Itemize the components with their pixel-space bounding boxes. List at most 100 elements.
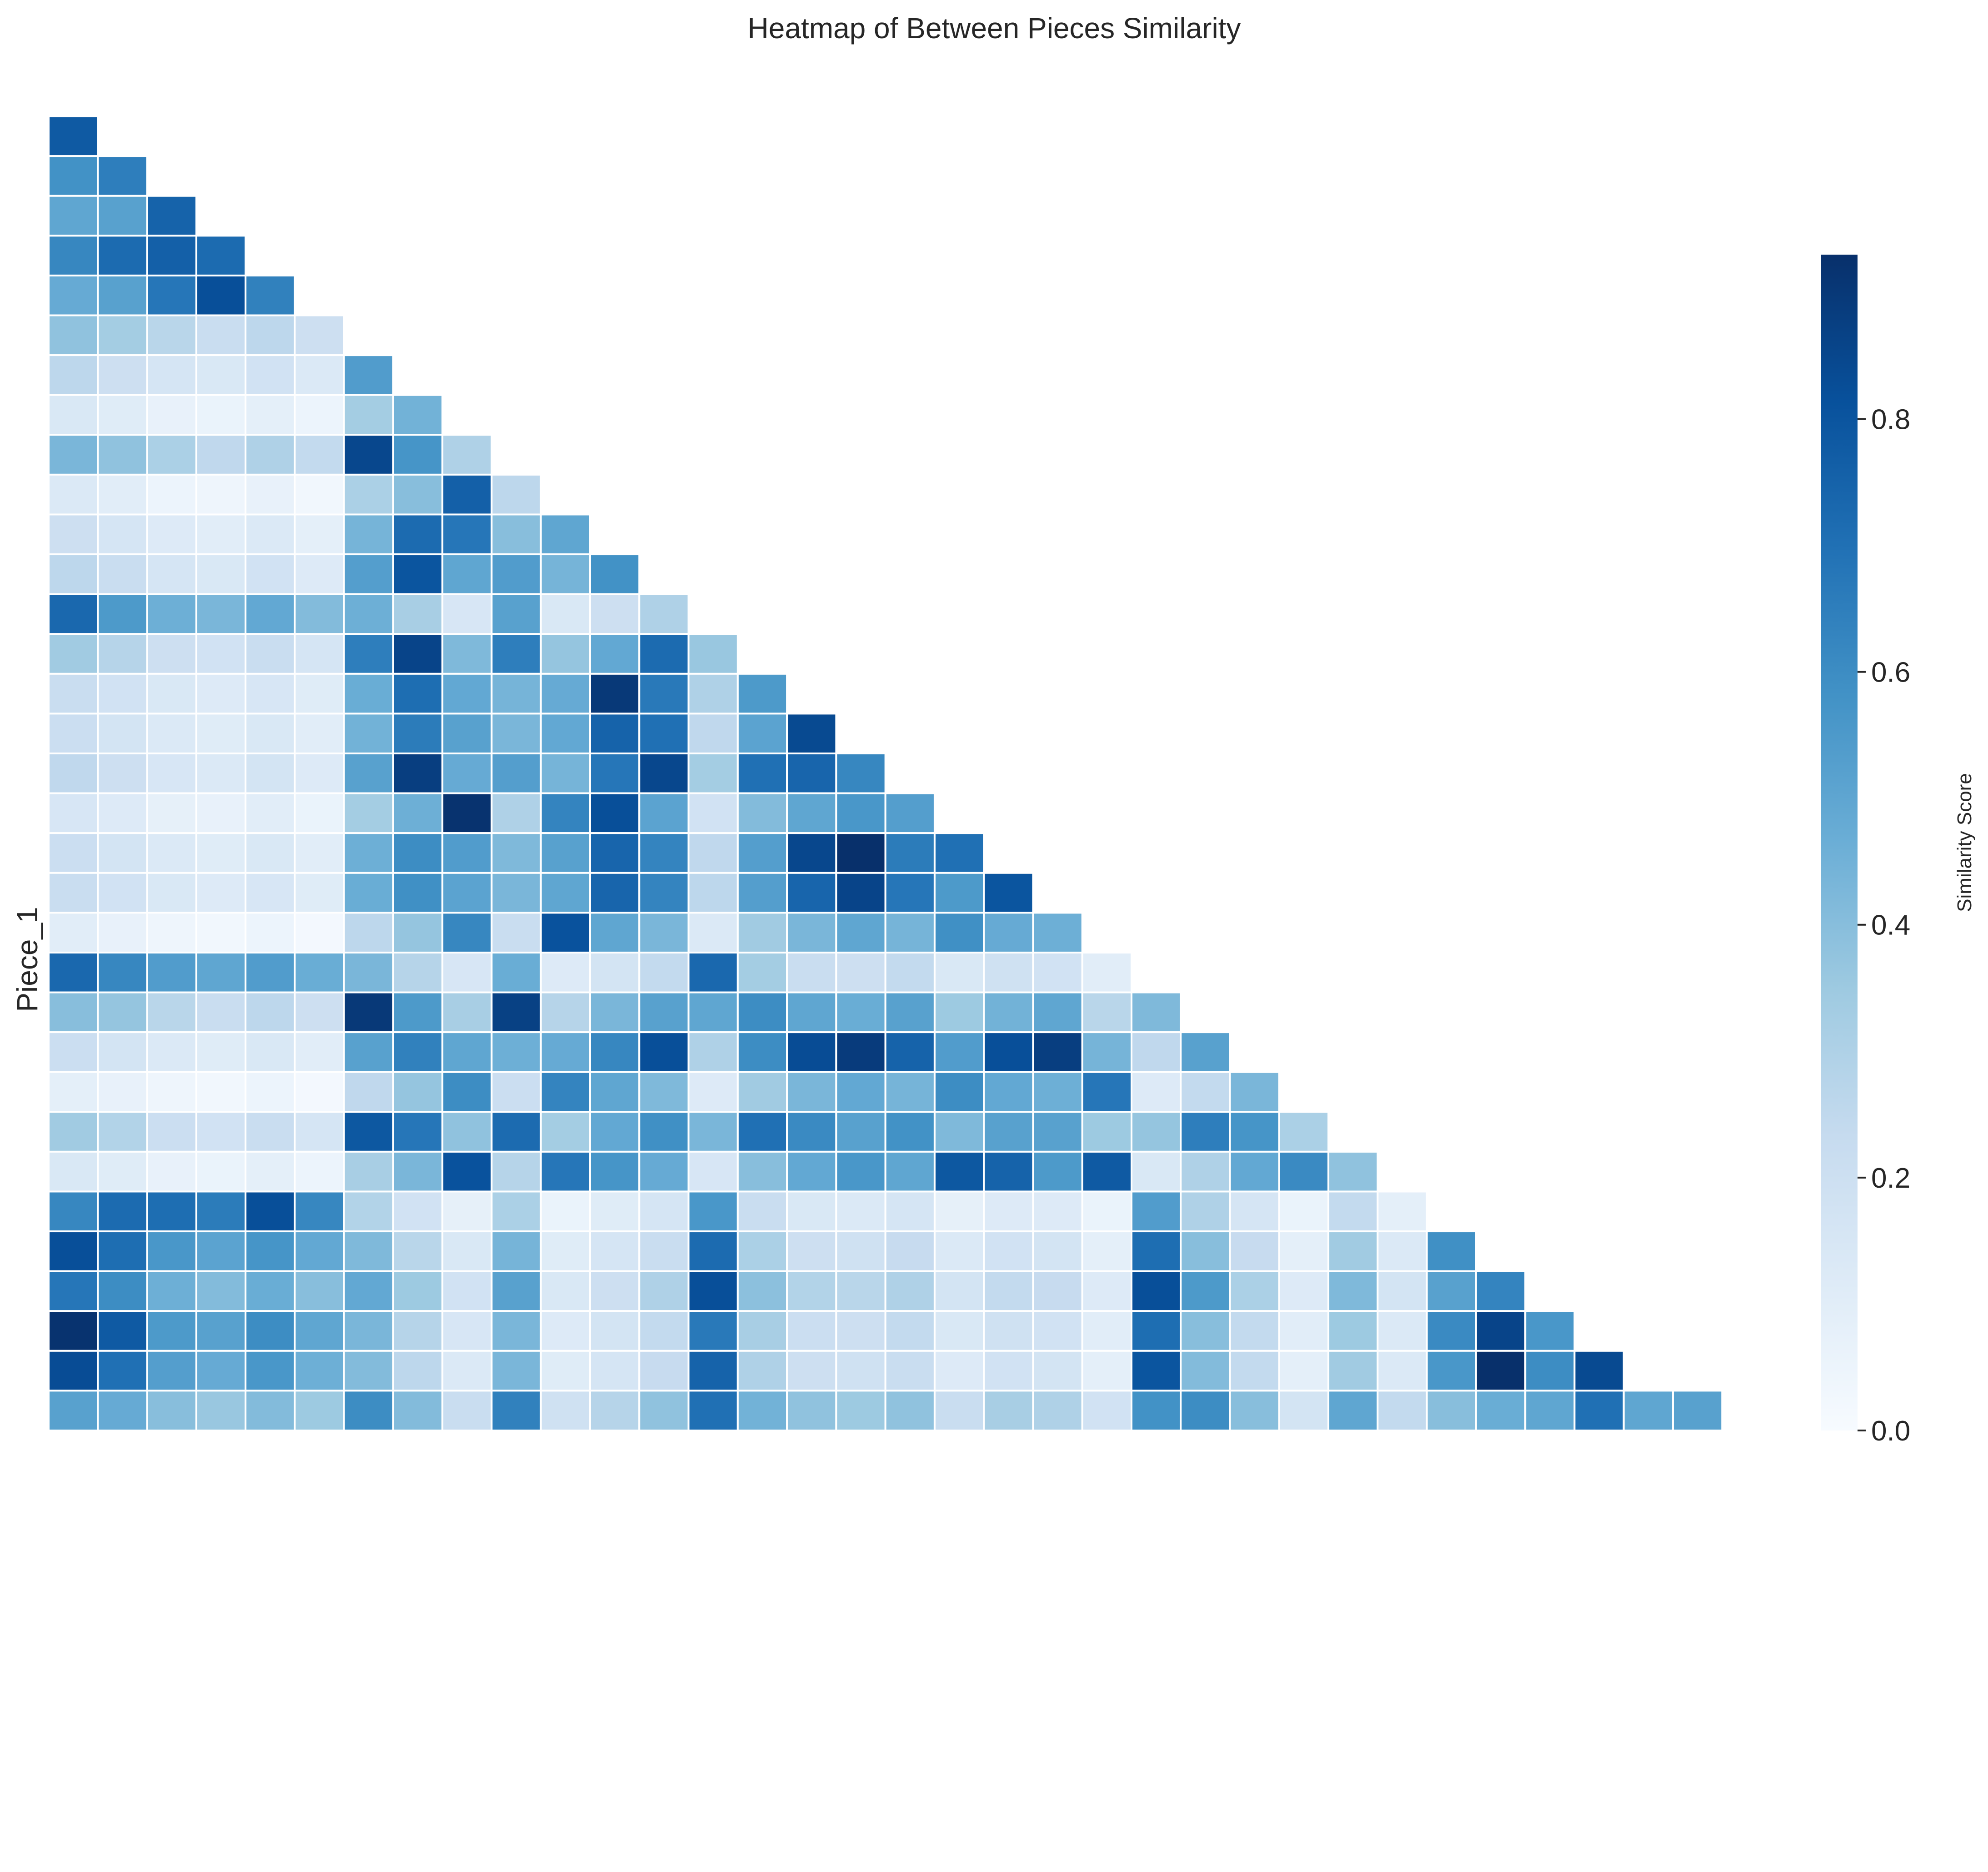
heatmap-cell bbox=[1475, 1350, 1527, 1392]
heatmap-cell bbox=[736, 673, 788, 715]
heatmap-cell bbox=[1377, 1230, 1428, 1272]
heatmap-cell bbox=[1180, 1071, 1231, 1113]
heatmap-cell bbox=[195, 1390, 247, 1431]
heatmap-cell bbox=[245, 753, 296, 794]
heatmap-cell bbox=[245, 394, 296, 436]
heatmap-cell bbox=[245, 513, 296, 556]
heatmap-cell bbox=[97, 274, 148, 316]
heatmap-cell bbox=[245, 593, 296, 635]
heatmap-cell bbox=[392, 673, 444, 715]
heatmap-cell bbox=[146, 1150, 197, 1193]
heatmap-cell bbox=[1131, 1071, 1182, 1113]
heatmap-cell bbox=[441, 1270, 493, 1312]
heatmap-cell bbox=[97, 513, 148, 556]
heatmap-cell bbox=[638, 792, 690, 834]
heatmap-cell bbox=[491, 513, 542, 556]
heatmap-cell bbox=[983, 1390, 1034, 1431]
heatmap-cell bbox=[736, 1111, 788, 1153]
heatmap-cell bbox=[835, 1390, 886, 1431]
chart-title: Heatmap of Between Pieces Similarity bbox=[748, 12, 1241, 45]
heatmap-cell bbox=[97, 1230, 148, 1272]
heatmap-cell bbox=[638, 951, 690, 994]
heatmap-cell bbox=[736, 1270, 788, 1312]
heatmap-cell bbox=[195, 1190, 247, 1233]
heatmap-cell bbox=[589, 872, 641, 914]
heatmap-cell bbox=[933, 1270, 985, 1312]
heatmap-cell bbox=[491, 1190, 542, 1233]
heatmap-cell bbox=[294, 1111, 345, 1153]
heatmap-cell bbox=[1131, 991, 1182, 1034]
heatmap-cell bbox=[786, 713, 837, 755]
heatmap-cell bbox=[146, 1310, 197, 1352]
heatmap-cell bbox=[1524, 1350, 1576, 1392]
heatmap-cell bbox=[933, 991, 985, 1034]
heatmap-cell bbox=[835, 753, 886, 794]
heatmap-cell bbox=[294, 673, 345, 715]
heatmap-cell bbox=[1278, 1390, 1330, 1431]
heatmap-cell bbox=[343, 1310, 394, 1352]
heatmap-cell bbox=[48, 235, 99, 276]
heatmap-cell bbox=[343, 434, 394, 476]
heatmap-cell bbox=[1081, 1111, 1132, 1153]
heatmap-cell bbox=[146, 1111, 197, 1153]
heatmap-cell bbox=[343, 1031, 394, 1073]
heatmap-cell bbox=[294, 1190, 345, 1233]
heatmap-cell bbox=[1081, 1230, 1132, 1272]
heatmap-cell bbox=[97, 912, 148, 954]
heatmap-cell bbox=[146, 593, 197, 635]
heatmap-cell bbox=[343, 991, 394, 1034]
heatmap-cell bbox=[983, 1190, 1034, 1233]
heatmap-cell bbox=[392, 394, 444, 436]
heatmap-cell bbox=[343, 1071, 394, 1113]
heatmap-cell bbox=[638, 753, 690, 794]
heatmap-cell bbox=[1229, 1111, 1280, 1153]
heatmap-cell bbox=[491, 1150, 542, 1193]
heatmap-cell bbox=[983, 1310, 1034, 1352]
heatmap-cell bbox=[884, 1270, 936, 1312]
heatmap-cell bbox=[441, 1230, 493, 1272]
heatmap-cell bbox=[884, 832, 936, 874]
heatmap-cell bbox=[343, 553, 394, 595]
heatmap-cell bbox=[540, 1111, 591, 1153]
heatmap-cell bbox=[245, 553, 296, 595]
heatmap-cell bbox=[884, 951, 936, 994]
heatmap-cell bbox=[1278, 1230, 1330, 1272]
heatmap-cell bbox=[491, 792, 542, 834]
heatmap-cell bbox=[1032, 1150, 1083, 1193]
heatmap-cell bbox=[146, 832, 197, 874]
heatmap-cell bbox=[835, 1071, 886, 1113]
heatmap-cell bbox=[1426, 1350, 1477, 1392]
heatmap-cell bbox=[786, 1150, 837, 1193]
heatmap-cell bbox=[195, 314, 247, 356]
heatmap-cell bbox=[1229, 1071, 1280, 1113]
heatmap-cell bbox=[786, 1190, 837, 1233]
heatmap-cell bbox=[294, 792, 345, 834]
heatmap-cell bbox=[441, 1031, 493, 1073]
heatmap-cell bbox=[343, 1230, 394, 1272]
heatmap-cell bbox=[195, 235, 247, 276]
heatmap-cell bbox=[835, 1310, 886, 1352]
heatmap-cell bbox=[392, 1190, 444, 1233]
heatmap-cell bbox=[933, 1310, 985, 1352]
heatmap-cell bbox=[392, 1031, 444, 1073]
heatmap-cell bbox=[343, 872, 394, 914]
heatmap-cell bbox=[1180, 1270, 1231, 1312]
heatmap-cell bbox=[1377, 1270, 1428, 1312]
heatmap-cell bbox=[97, 832, 148, 874]
heatmap-cell bbox=[638, 1111, 690, 1153]
heatmap-cell bbox=[491, 553, 542, 595]
heatmap-cell bbox=[687, 1190, 739, 1233]
heatmap-cell bbox=[343, 832, 394, 874]
heatmap-cell bbox=[195, 1150, 247, 1193]
heatmap-cell bbox=[983, 872, 1034, 914]
heatmap-cell bbox=[736, 1350, 788, 1392]
heatmap-cell bbox=[48, 1390, 99, 1431]
colorbar bbox=[1821, 255, 1858, 1430]
heatmap-cell bbox=[884, 1350, 936, 1392]
heatmap-cell bbox=[441, 434, 493, 476]
heatmap-cell bbox=[97, 235, 148, 276]
heatmap-cell bbox=[1081, 1270, 1132, 1312]
heatmap-cell bbox=[933, 1190, 985, 1233]
heatmap-cell bbox=[392, 951, 444, 994]
heatmap-cell bbox=[441, 713, 493, 755]
